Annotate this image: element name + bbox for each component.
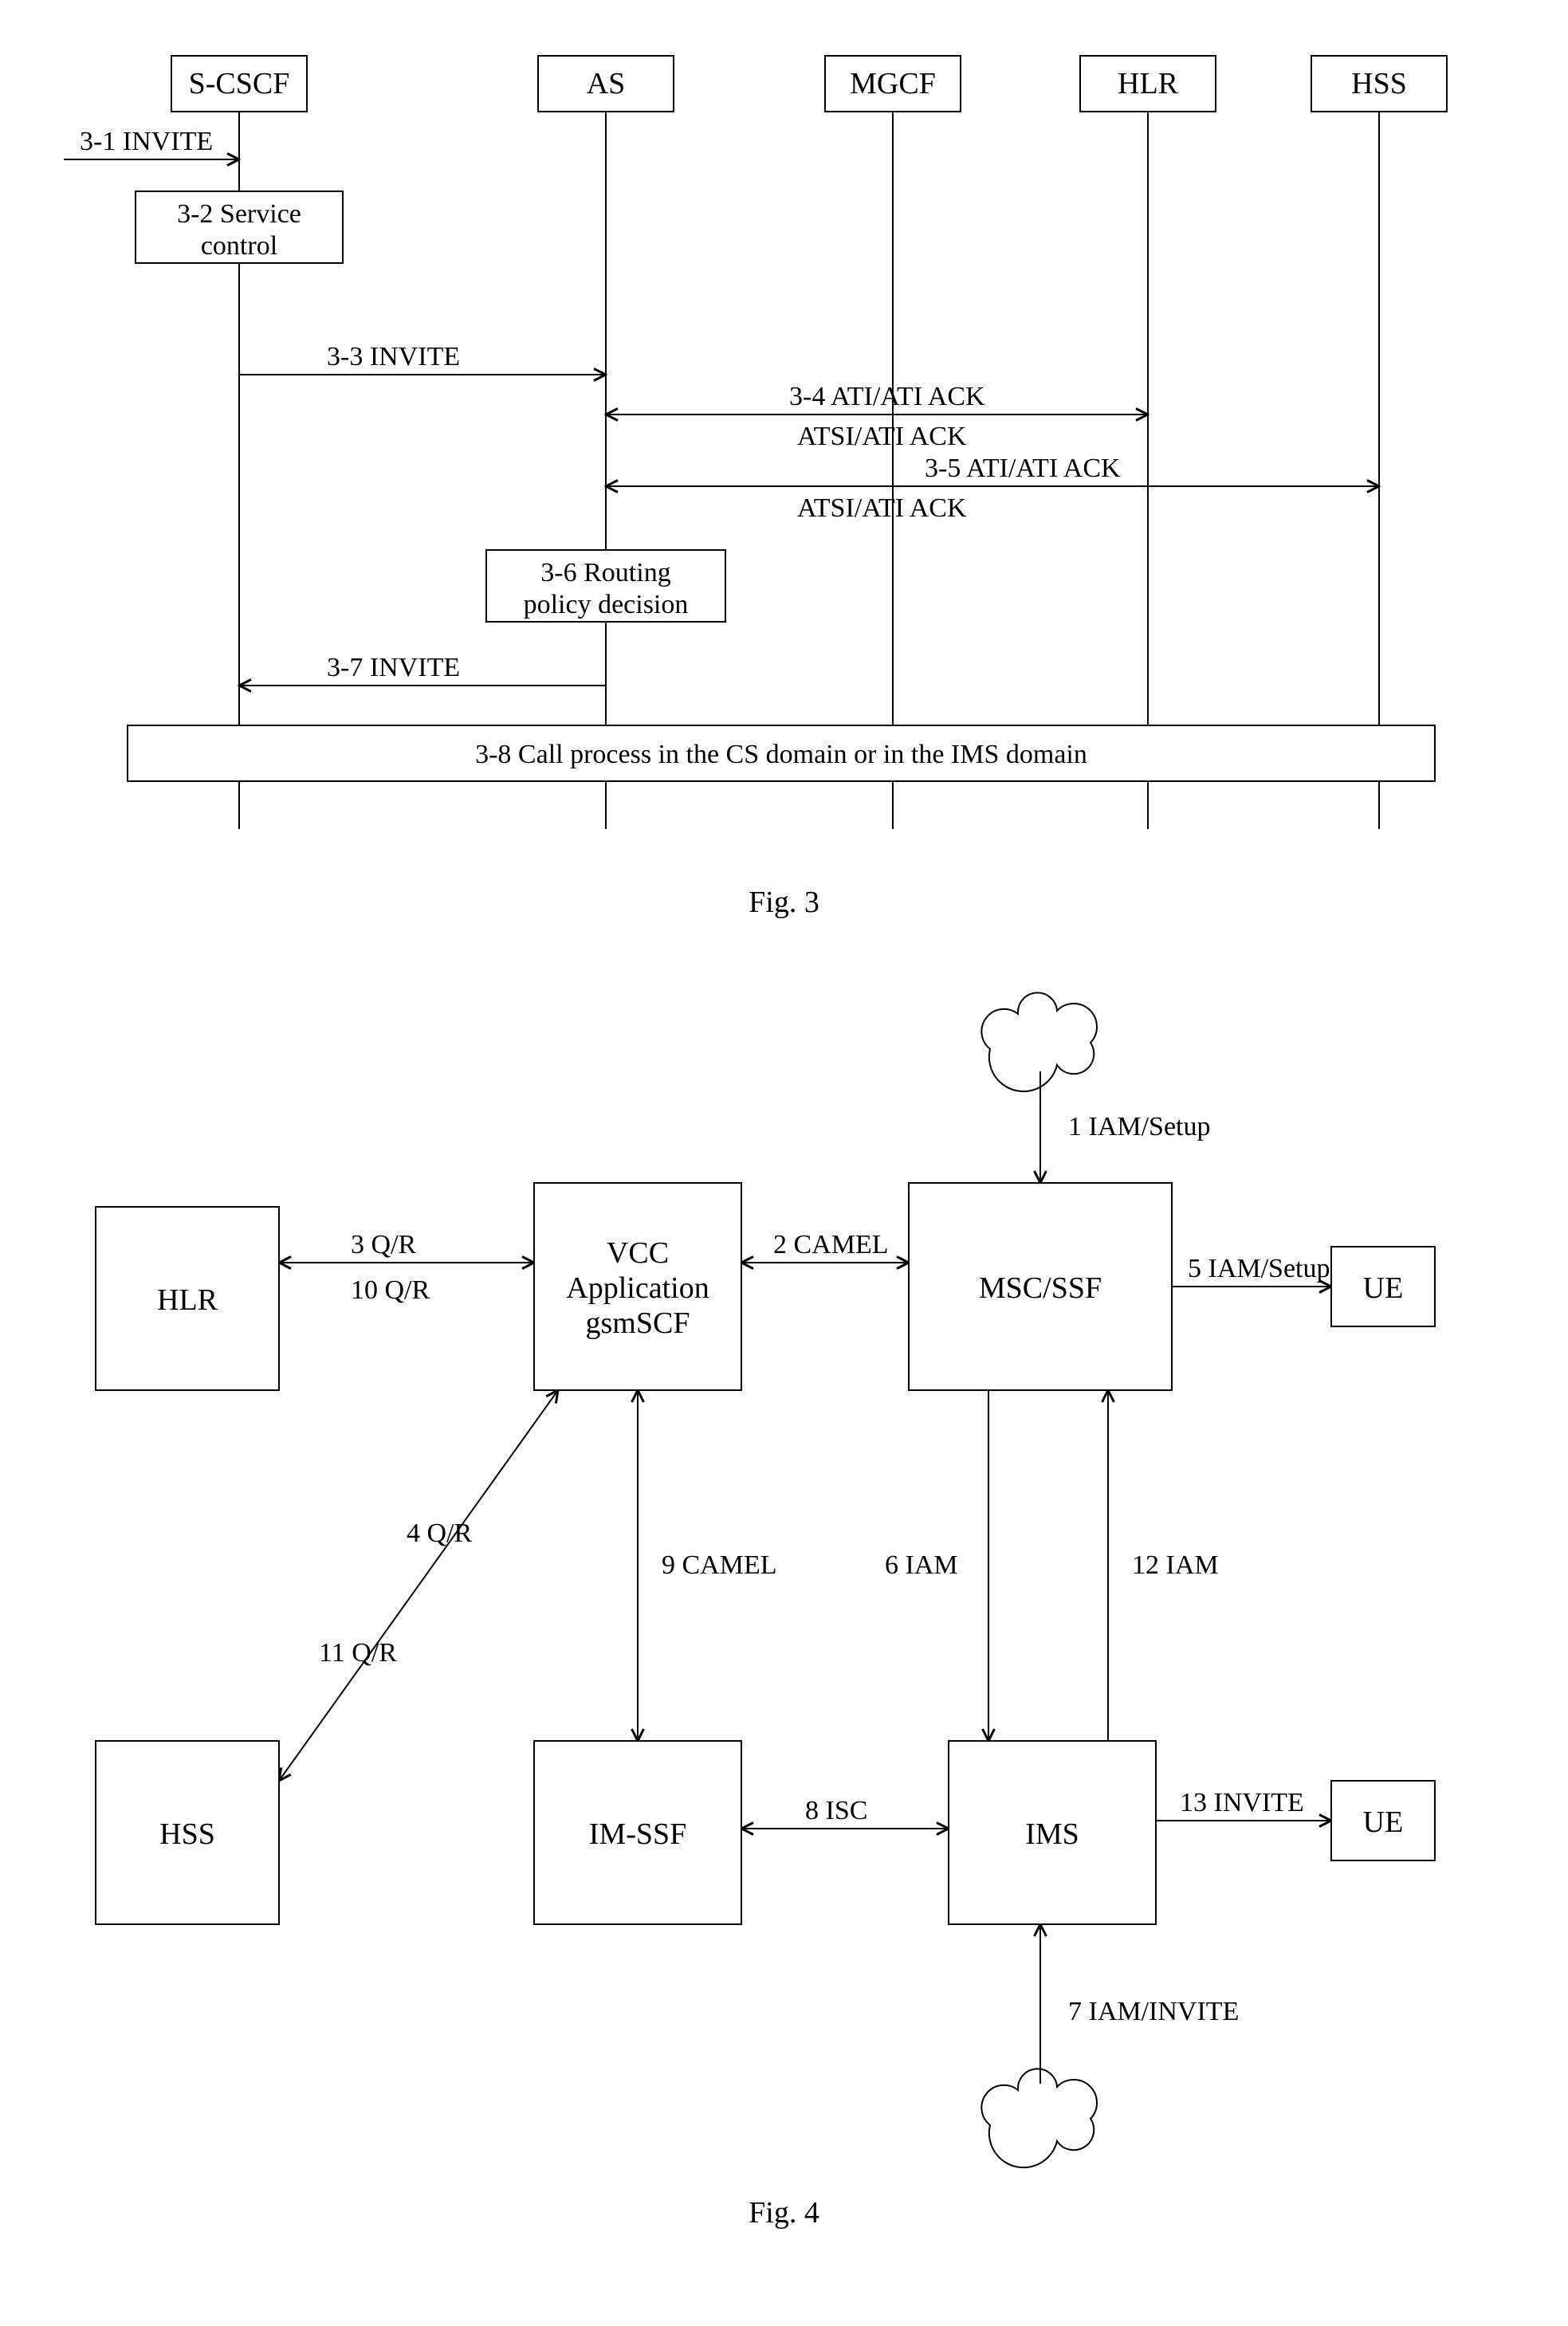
cloud-cloud2 xyxy=(981,2069,1097,2167)
participant-label-hlr: HLR xyxy=(1118,67,1179,100)
node-label-hss: HSS xyxy=(159,1817,215,1851)
node-label-hlr: HLR xyxy=(157,1283,218,1317)
message-label-m34a: 3-4 ATI/ATI ACK xyxy=(789,382,985,411)
message-label-m35a: 3-5 ATI/ATI ACK xyxy=(925,454,1121,483)
edge-label-e8: 8 ISC xyxy=(805,1796,867,1825)
edge-e4 xyxy=(279,1390,558,1781)
fig4-container: 1 IAM/Setup 2 CAMEL 5 IAM/Setup 3 Q/R 10 Q/R… xyxy=(32,984,1536,2230)
fig3-sequence-diagram: S-CSCF AS MGCF HLR HSS 3-2 Servicecontrol 3-6 … xyxy=(32,32,1467,869)
edge-label-e4: 4 Q/R xyxy=(407,1519,473,1548)
svg-text:VCC: VCC xyxy=(607,1236,669,1270)
fig3-caption: Fig. 3 xyxy=(32,885,1536,920)
svg-text:3-6 Routing: 3-6 Routing xyxy=(540,558,670,587)
participant-label-scscf: S-CSCF xyxy=(189,67,290,100)
node-label-msc: MSC/SSF xyxy=(979,1271,1102,1305)
message-label-m35b: ATSI/ATI ACK xyxy=(797,493,967,523)
fig3-container: S-CSCF AS MGCF HLR HSS 3-2 Servicecontrol 3-6 … xyxy=(32,32,1536,920)
edge-label-e5: 5 IAM/Setup xyxy=(1188,1254,1330,1283)
fig4-caption: Fig. 4 xyxy=(32,2195,1536,2230)
node-label-ims: IMS xyxy=(1025,1817,1079,1851)
svg-text:3-2 Service: 3-2 Service xyxy=(177,199,301,229)
participant-label-hss: HSS xyxy=(1351,67,1407,100)
node-label-imssf: IM-SSF xyxy=(589,1817,687,1851)
node-label-ue1: UE xyxy=(1363,1271,1404,1305)
edge-label-e6: 6 IAM xyxy=(885,1550,958,1580)
svg-text:control: control xyxy=(201,231,277,261)
message-label-m37: 3-7 INVITE xyxy=(327,653,460,682)
edge-label-e2: 2 CAMEL xyxy=(773,1230,889,1259)
span-box-label-p38: 3-8 Call process in the CS domain or in … xyxy=(475,740,1087,769)
edge-label-e7: 7 IAM/INVITE xyxy=(1068,1997,1239,2026)
edge-label-e12: 12 IAM xyxy=(1132,1550,1219,1580)
edge-label-e3b: 10 Q/R xyxy=(351,1275,430,1305)
svg-text:Application: Application xyxy=(566,1271,709,1305)
edge-label-e1: 1 IAM/Setup xyxy=(1068,1112,1211,1141)
message-label-m31: 3-1 INVITE xyxy=(80,127,213,156)
svg-text:gsmSCF: gsmSCF xyxy=(586,1306,690,1340)
fig4-block-diagram: 1 IAM/Setup 2 CAMEL 5 IAM/Setup 3 Q/R 10 Q/R… xyxy=(32,984,1467,2179)
participant-label-mgcf: MGCF xyxy=(850,67,936,100)
message-label-m34b: ATSI/ATI ACK xyxy=(797,422,967,451)
node-label-ue2: UE xyxy=(1363,1805,1404,1839)
svg-text:policy decision: policy decision xyxy=(524,590,689,619)
edge-label-e11: 11 Q/R xyxy=(319,1638,397,1668)
edge-label-e3a: 3 Q/R xyxy=(351,1230,417,1259)
cloud-cloud1 xyxy=(981,992,1097,1091)
participant-label-as: AS xyxy=(587,67,626,100)
message-label-m33: 3-3 INVITE xyxy=(327,342,460,371)
edge-label-e13: 13 INVITE xyxy=(1180,1788,1304,1817)
edge-label-e9: 9 CAMEL xyxy=(662,1550,777,1580)
